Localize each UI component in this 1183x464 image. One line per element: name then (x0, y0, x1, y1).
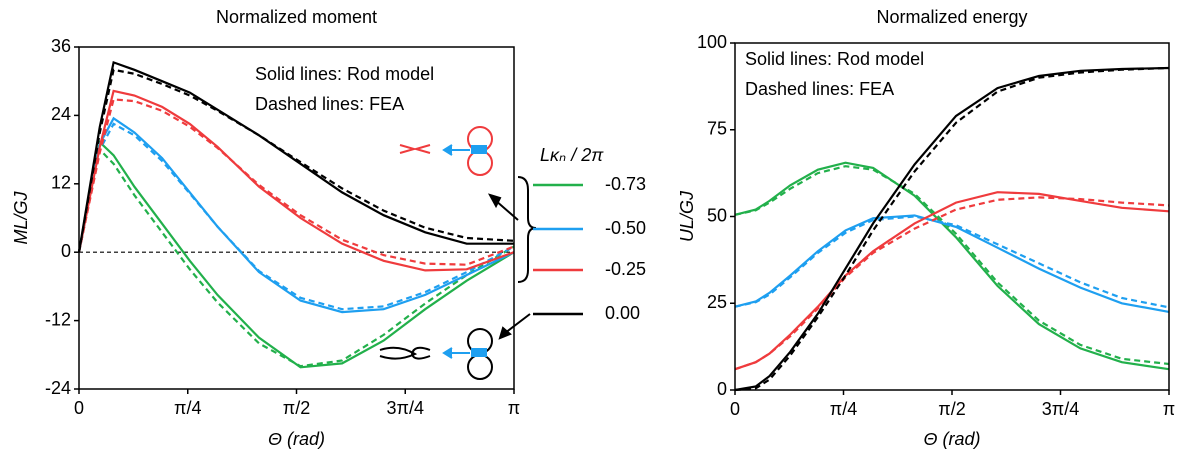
rod-line (734, 66, 1170, 392)
x-tick-label: 3π/4 (1042, 399, 1079, 419)
plot-frame (734, 42, 1170, 391)
fea-line (734, 215, 1170, 309)
fea-line (734, 165, 1170, 366)
y-tick-label: 0 (717, 379, 727, 399)
y-tick-label: 75 (707, 119, 727, 139)
x-tick-label: π/4 (830, 399, 857, 419)
x-tick-label: π (508, 398, 520, 418)
legend-label: -0.73 (605, 174, 646, 194)
rod-line (77, 140, 515, 369)
y-tick-label: -12 (45, 309, 71, 329)
y-tick-label: 25 (707, 292, 727, 312)
fea-line (77, 68, 515, 253)
y-tick-label: 0 (61, 241, 71, 261)
x-axis-label: Θ (rad) (268, 429, 325, 449)
fea-line (77, 122, 515, 311)
x-tick-label: 0 (730, 399, 740, 419)
annotation: Solid lines: Rod model (745, 49, 924, 69)
y-axis-label: ML/GJ (11, 191, 31, 245)
legend-label: -0.25 (605, 259, 646, 279)
fea-line (77, 98, 515, 266)
rod-line (734, 214, 1170, 313)
legend-label: -0.50 (605, 218, 646, 238)
y-axis-label: UL/GJ (677, 190, 697, 242)
rod-line (77, 89, 515, 272)
rod-line (77, 60, 514, 253)
ring-icon-red (399, 126, 493, 176)
legend-title: Lκₙ / 2π (540, 145, 604, 165)
x-axis-label: Θ (rad) (923, 429, 980, 449)
annotation: Dashed lines: FEA (255, 94, 404, 114)
x-tick-label: π/2 (283, 398, 310, 418)
x-tick-label: π/2 (938, 399, 965, 419)
y-tick-label: 50 (707, 205, 727, 225)
x-tick-label: 0 (74, 398, 84, 418)
fea-line (734, 66, 1170, 392)
y-tick-label: 24 (51, 104, 71, 124)
y-tick-label: 12 (51, 173, 71, 193)
ring-icon-black (379, 328, 493, 380)
fea-line (77, 147, 515, 368)
chart-title: Normalized energy (876, 7, 1027, 27)
legend-label: 0.00 (605, 303, 640, 323)
y-tick-label: 100 (697, 32, 727, 52)
plot-frame (78, 46, 515, 390)
annotation: Dashed lines: FEA (745, 79, 894, 99)
y-tick-label: -24 (45, 378, 71, 398)
x-tick-label: π/4 (174, 398, 201, 418)
y-tick-label: 36 (51, 36, 71, 56)
x-tick-label: π (1163, 399, 1175, 419)
annotation: Solid lines: Rod model (255, 64, 434, 84)
fea-line (734, 196, 1170, 371)
chart-title: Normalized moment (216, 7, 377, 27)
x-tick-label: 3π/4 (387, 398, 424, 418)
